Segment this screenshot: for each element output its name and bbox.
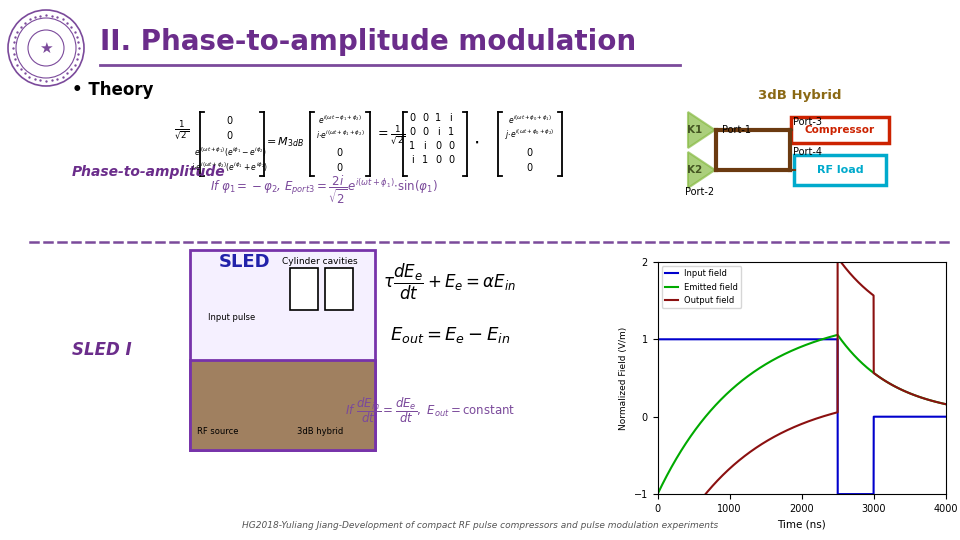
Text: K1: K1 bbox=[687, 125, 703, 135]
Y-axis label: Normalized Field (V/m): Normalized Field (V/m) bbox=[619, 326, 628, 430]
Text: 1: 1 bbox=[435, 113, 441, 123]
Text: $i{\cdot}e^{i(\omega t+\phi_1+\phi_2)}$: $i{\cdot}e^{i(\omega t+\phi_1+\phi_2)}$ bbox=[316, 129, 365, 141]
Text: 1: 1 bbox=[409, 141, 415, 151]
FancyBboxPatch shape bbox=[791, 117, 889, 143]
Text: 0: 0 bbox=[422, 113, 428, 123]
Text: 0: 0 bbox=[448, 141, 454, 151]
Input field bbox=[652, 336, 663, 342]
Text: i: i bbox=[423, 141, 426, 151]
Text: i: i bbox=[449, 113, 452, 123]
Text: $=\frac{1}{\sqrt{2}}$: $=\frac{1}{\sqrt{2}}$ bbox=[374, 123, 405, 147]
Text: $0$: $0$ bbox=[336, 161, 344, 173]
Text: RF load: RF load bbox=[817, 165, 863, 175]
Text: Cylinder cavities: Cylinder cavities bbox=[282, 258, 358, 267]
Text: SLED I: SLED I bbox=[72, 341, 132, 359]
Text: II. Phase-to-amplitude modulation: II. Phase-to-amplitude modulation bbox=[100, 28, 636, 56]
Input field bbox=[880, 414, 892, 420]
Text: Port-1: Port-1 bbox=[722, 125, 751, 135]
Input field bbox=[832, 491, 844, 497]
Legend: Input field, Emitted field, Output field: Input field, Emitted field, Output field bbox=[661, 266, 741, 308]
Line: Output field: Output field bbox=[658, 258, 946, 540]
Output field bbox=[835, 259, 847, 265]
Text: $e^{i(\omega t-\phi_1+\phi_2)}$: $e^{i(\omega t-\phi_1+\phi_2)}$ bbox=[318, 114, 362, 126]
Output field bbox=[756, 441, 768, 447]
Text: Compressor: Compressor bbox=[804, 125, 876, 135]
Polygon shape bbox=[688, 152, 715, 188]
Output field bbox=[832, 254, 844, 261]
Text: $\it{If}$ $\varphi_1 = -\varphi_2$, $E_{port3} = \dfrac{2i}{\sqrt{2}}e^{i(\omega: $\it{If}$ $\varphi_1 = -\varphi_2$, $E_{… bbox=[210, 174, 438, 206]
Text: ★: ★ bbox=[39, 40, 53, 56]
Text: 0: 0 bbox=[435, 155, 441, 165]
Emitted field bbox=[652, 491, 663, 497]
Text: • Theory: • Theory bbox=[72, 81, 154, 99]
Bar bbox=[325, 268, 353, 310]
Text: $\frac{1}{\sqrt{2}}$: $\frac{1}{\sqrt{2}}$ bbox=[175, 118, 190, 141]
Bar bbox=[190, 250, 375, 450]
Output field bbox=[880, 379, 892, 385]
Text: Phase-to-amplitude: Phase-to-amplitude bbox=[72, 165, 226, 179]
Text: i: i bbox=[411, 155, 414, 165]
Text: $\cdot$: $\cdot$ bbox=[473, 132, 479, 152]
Text: 0: 0 bbox=[422, 127, 428, 137]
Bar bbox=[290, 268, 318, 310]
Text: $j{\cdot}e^{i(\omega t+\phi_0+\phi_2)}$: $j{\cdot}e^{i(\omega t+\phi_0+\phi_2)}$ bbox=[505, 128, 555, 142]
Text: $e^{i(\omega t+\phi_0+\phi_1)}$: $e^{i(\omega t+\phi_0+\phi_1)}$ bbox=[508, 114, 552, 126]
Text: 0: 0 bbox=[448, 155, 454, 165]
Text: 0: 0 bbox=[409, 127, 415, 137]
Text: HG2018-Yuliang Jiang-Development of compact RF pulse compressors and pulse modul: HG2018-Yuliang Jiang-Development of comp… bbox=[242, 522, 718, 530]
Text: $0$: $0$ bbox=[227, 129, 233, 141]
Input field bbox=[940, 414, 951, 420]
Text: RF source: RF source bbox=[197, 428, 239, 436]
Text: $E_{out}=E_e-E_{in}$: $E_{out}=E_e-E_{in}$ bbox=[390, 325, 510, 345]
Text: Port-2: Port-2 bbox=[685, 187, 714, 197]
Text: Port-4: Port-4 bbox=[793, 147, 822, 157]
Emitted field bbox=[940, 401, 951, 407]
Polygon shape bbox=[688, 112, 715, 148]
Text: 1: 1 bbox=[448, 127, 454, 137]
Input field bbox=[835, 491, 847, 497]
Emitted field bbox=[865, 368, 876, 374]
X-axis label: Time (ns): Time (ns) bbox=[778, 519, 826, 529]
Input field bbox=[756, 336, 768, 342]
Input field bbox=[823, 336, 834, 342]
Text: i: i bbox=[437, 127, 440, 137]
Text: Input pulse: Input pulse bbox=[208, 314, 255, 322]
Text: $0$: $0$ bbox=[336, 146, 344, 158]
Output field bbox=[940, 401, 951, 407]
Text: 1: 1 bbox=[422, 155, 428, 165]
Text: 3dB Hybrid: 3dB Hybrid bbox=[758, 89, 842, 102]
Text: 0: 0 bbox=[435, 141, 441, 151]
Text: $0$: $0$ bbox=[526, 146, 534, 158]
Emitted field bbox=[756, 363, 768, 370]
Text: SLED: SLED bbox=[219, 253, 271, 271]
Bar bbox=[190, 360, 375, 450]
Input field bbox=[865, 491, 876, 497]
Line: Emitted field: Emitted field bbox=[658, 335, 946, 494]
Emitted field bbox=[831, 332, 843, 338]
Text: Port-3: Port-3 bbox=[793, 117, 822, 127]
Output field bbox=[823, 411, 834, 418]
Text: K2: K2 bbox=[687, 165, 703, 175]
FancyBboxPatch shape bbox=[794, 155, 886, 185]
Text: 3dB hybrid: 3dB hybrid bbox=[297, 428, 343, 436]
Line: Input field: Input field bbox=[658, 339, 946, 494]
Emitted field bbox=[880, 379, 892, 385]
Emitted field bbox=[666, 463, 678, 469]
Text: $0$: $0$ bbox=[227, 114, 233, 126]
Text: $= M_{3dB}$: $= M_{3dB}$ bbox=[264, 135, 304, 149]
Text: $\mathit{If}\ \dfrac{dE_{in}}{dt}=\dfrac{dE_e}{dt},\ E_{out}=\mathrm{constant}$: $\mathit{If}\ \dfrac{dE_{in}}{dt}=\dfrac… bbox=[345, 395, 516, 425]
Text: 0: 0 bbox=[409, 113, 415, 123]
Text: $e^{i(\omega t+\phi_1)}(e^{i\phi_1}-e^{i\phi_2})$: $e^{i(\omega t+\phi_1)}(e^{i\phi_1}-e^{i… bbox=[194, 145, 266, 159]
Text: $i{\cdot}e^{i(\omega t+\phi_2)}(e^{i\phi_1}+e^{i\phi_2})$: $i{\cdot}e^{i(\omega t+\phi_2)}(e^{i\phi… bbox=[191, 160, 269, 174]
Text: $0$: $0$ bbox=[526, 161, 534, 173]
Emitted field bbox=[823, 334, 834, 341]
Text: $\tau\dfrac{dE_e}{dt}+E_e=\alpha E_{in}$: $\tau\dfrac{dE_e}{dt}+E_e=\alpha E_{in}$ bbox=[383, 262, 516, 302]
Output field bbox=[865, 291, 876, 297]
Emitted field bbox=[835, 336, 847, 342]
Input field bbox=[666, 336, 678, 342]
